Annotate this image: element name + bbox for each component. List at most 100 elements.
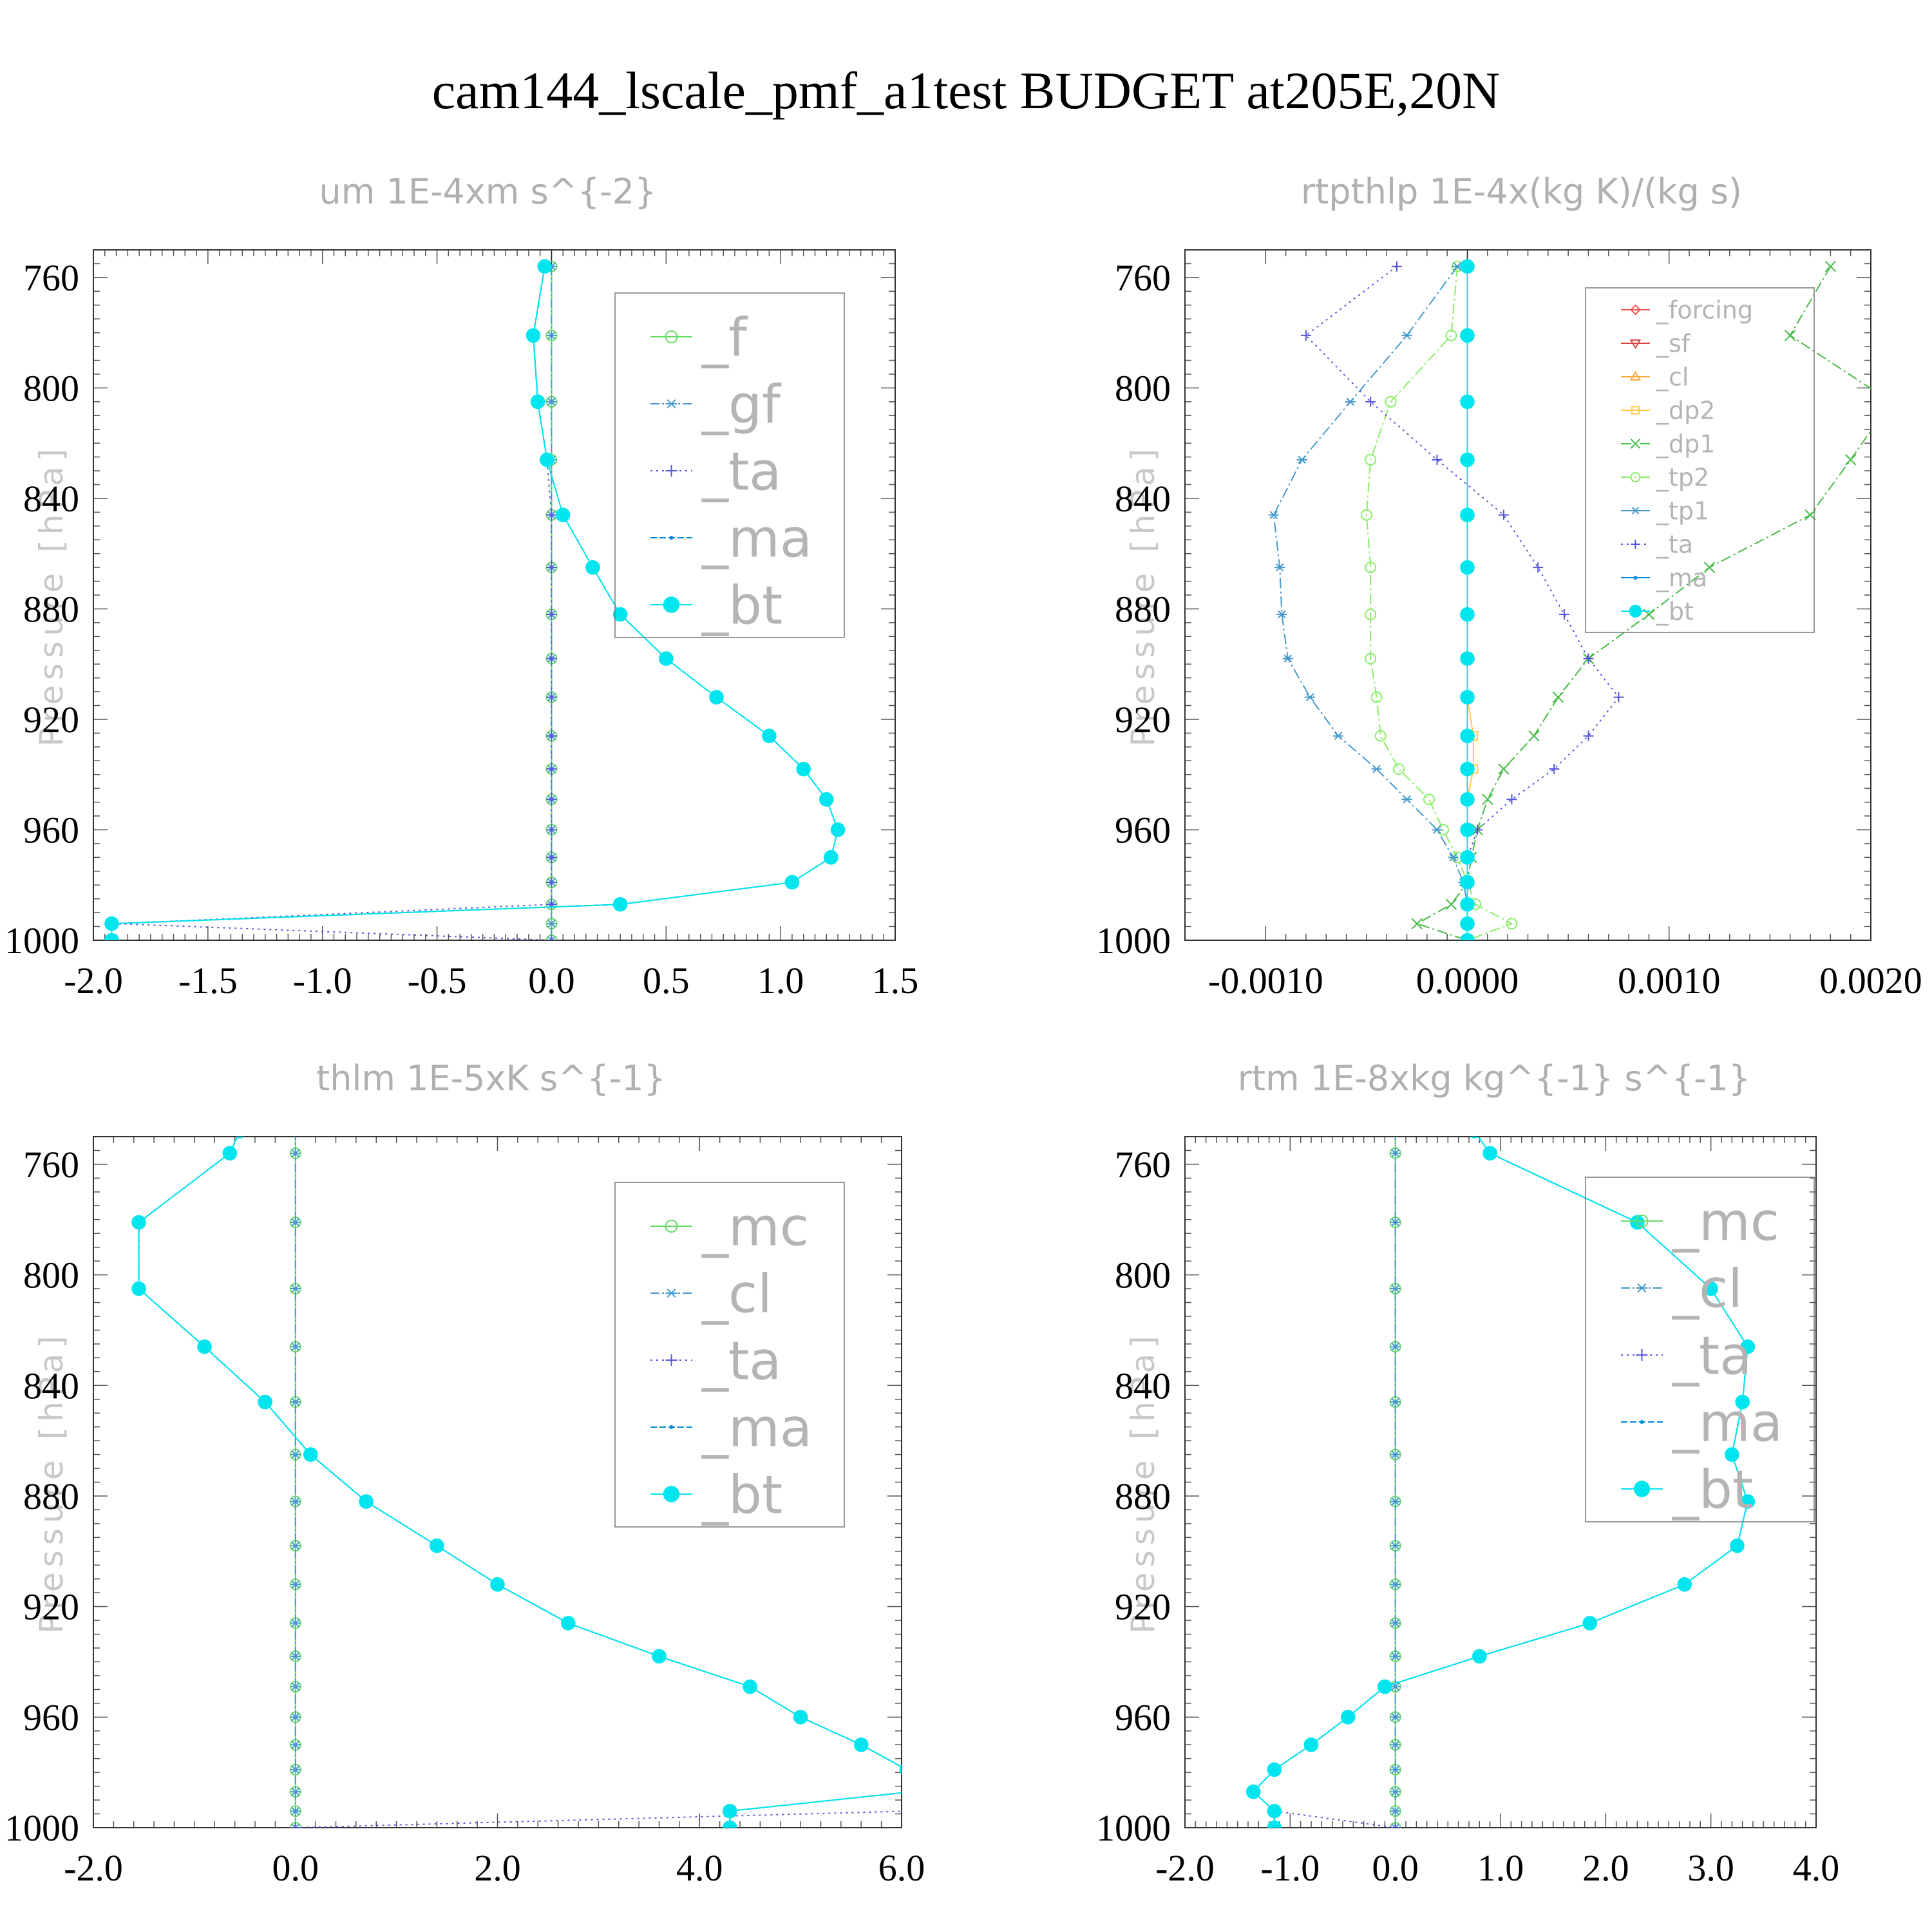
data-point — [1549, 764, 1560, 775]
y-tick-label: 1000 — [1096, 1807, 1171, 1849]
data-point — [1740, 1494, 1756, 1509]
plot-frame — [93, 1136, 902, 1828]
series-line — [1415, 266, 1871, 940]
data-point — [1640, 1420, 1644, 1424]
data-point — [104, 916, 119, 931]
data-point — [546, 730, 557, 741]
legend-box — [614, 1182, 845, 1528]
data-point — [1460, 875, 1475, 890]
data-point — [665, 399, 677, 409]
data-point — [1677, 1577, 1692, 1592]
data-point — [1365, 396, 1376, 407]
data-point — [546, 692, 557, 703]
data-point — [546, 562, 557, 573]
data-point — [1629, 371, 1642, 381]
panels: um 1E-4xm s^{-2} Pressure [hPa] 760 800 840 8… — [5, 171, 1922, 1889]
data-point — [901, 1768, 902, 1770]
data-point — [290, 1284, 301, 1293]
data-point — [1390, 1713, 1401, 1721]
plot-frame — [1184, 249, 1871, 941]
legend-entry: _mc — [1621, 1192, 1779, 1253]
data-point — [290, 1149, 301, 1158]
data-point — [1365, 652, 1377, 665]
x-tick-label: 6.0 — [878, 1847, 925, 1889]
data-point — [1460, 728, 1475, 743]
data-point — [1730, 1538, 1745, 1553]
x-tick-label: -0.5 — [408, 960, 467, 1001]
data-point — [546, 824, 557, 835]
data-point — [1460, 560, 1475, 575]
legend-label: _dp2 — [1656, 397, 1715, 425]
legend-entry: _mc — [650, 1197, 809, 1258]
data-point — [1390, 1580, 1401, 1589]
data-point — [546, 936, 557, 940]
data-point — [1390, 1823, 1401, 1828]
data-point — [546, 899, 557, 910]
data-point — [1390, 1806, 1401, 1815]
data-point — [1390, 1765, 1401, 1774]
legend-entry: _ta — [650, 442, 781, 503]
legend-label: _mc — [1672, 1192, 1779, 1253]
data-point — [1552, 691, 1564, 703]
data-point — [1528, 730, 1540, 742]
data-point — [290, 1765, 301, 1774]
data-point — [1371, 764, 1382, 773]
plot-frame — [1184, 1136, 1817, 1828]
data-point — [669, 536, 674, 540]
legend-label: _bt — [701, 1465, 782, 1526]
data-point — [723, 1820, 737, 1828]
data-point — [1630, 304, 1641, 316]
y-tick-label: 880 — [1115, 588, 1171, 630]
data-point — [1635, 1215, 1649, 1227]
y-tick-label: 880 — [1115, 1475, 1171, 1517]
data-point — [907, 1806, 917, 1816]
legend-label: _f — [701, 308, 748, 369]
data-point — [1374, 730, 1387, 742]
x-tick-label: 4.0 — [676, 1847, 723, 1889]
data-point — [1844, 454, 1857, 466]
y-axis-label: Pressure [hPa] — [1124, 444, 1162, 747]
data-point — [669, 1425, 674, 1429]
legend-entry: _ma — [1621, 564, 1707, 592]
data-point — [290, 1541, 301, 1550]
data-point — [784, 875, 800, 890]
data-point — [290, 1787, 301, 1796]
data-point — [1629, 605, 1642, 618]
y-tick-label: 1000 — [5, 920, 79, 961]
legend-label: _ma — [1672, 1393, 1783, 1454]
data-point — [1460, 452, 1475, 468]
series-line — [111, 266, 839, 940]
y-tick-label: 960 — [1115, 809, 1171, 851]
y-tick-label: 800 — [1115, 1255, 1171, 1296]
data-point — [290, 1652, 301, 1661]
legend-entry: _cl — [1621, 363, 1689, 392]
data-point — [546, 764, 557, 775]
x-tick-label: -1.5 — [178, 960, 238, 1001]
data-point — [1703, 1281, 1718, 1296]
legend-box — [1585, 287, 1815, 633]
data-point — [1267, 1820, 1282, 1828]
data-point — [1460, 850, 1475, 865]
data-point — [1423, 793, 1435, 806]
legend-entry: _f — [650, 308, 748, 369]
x-tick-label: 1.5 — [872, 960, 919, 1001]
x-tick-label: 0.0 — [272, 1847, 319, 1889]
legend-entry: _forcing — [1621, 296, 1753, 325]
legend-entry: _bt — [650, 576, 782, 637]
data-point — [1460, 690, 1475, 705]
legend-label: _sf — [1656, 330, 1691, 358]
data-point — [652, 1649, 667, 1664]
data-point — [290, 1823, 301, 1828]
legend-entry: _ta — [1621, 1326, 1752, 1387]
data-point — [1401, 795, 1412, 804]
x-tick-label: -1.0 — [293, 960, 352, 1001]
data-point — [1432, 826, 1443, 834]
data-point — [1460, 822, 1475, 837]
legend-label: _dp1 — [1656, 430, 1715, 459]
data-point — [290, 1497, 301, 1506]
data-point — [1735, 1394, 1750, 1410]
data-point — [290, 1682, 301, 1691]
data-point — [1460, 328, 1475, 343]
data-point — [555, 507, 571, 522]
series-line — [1466, 266, 1474, 940]
